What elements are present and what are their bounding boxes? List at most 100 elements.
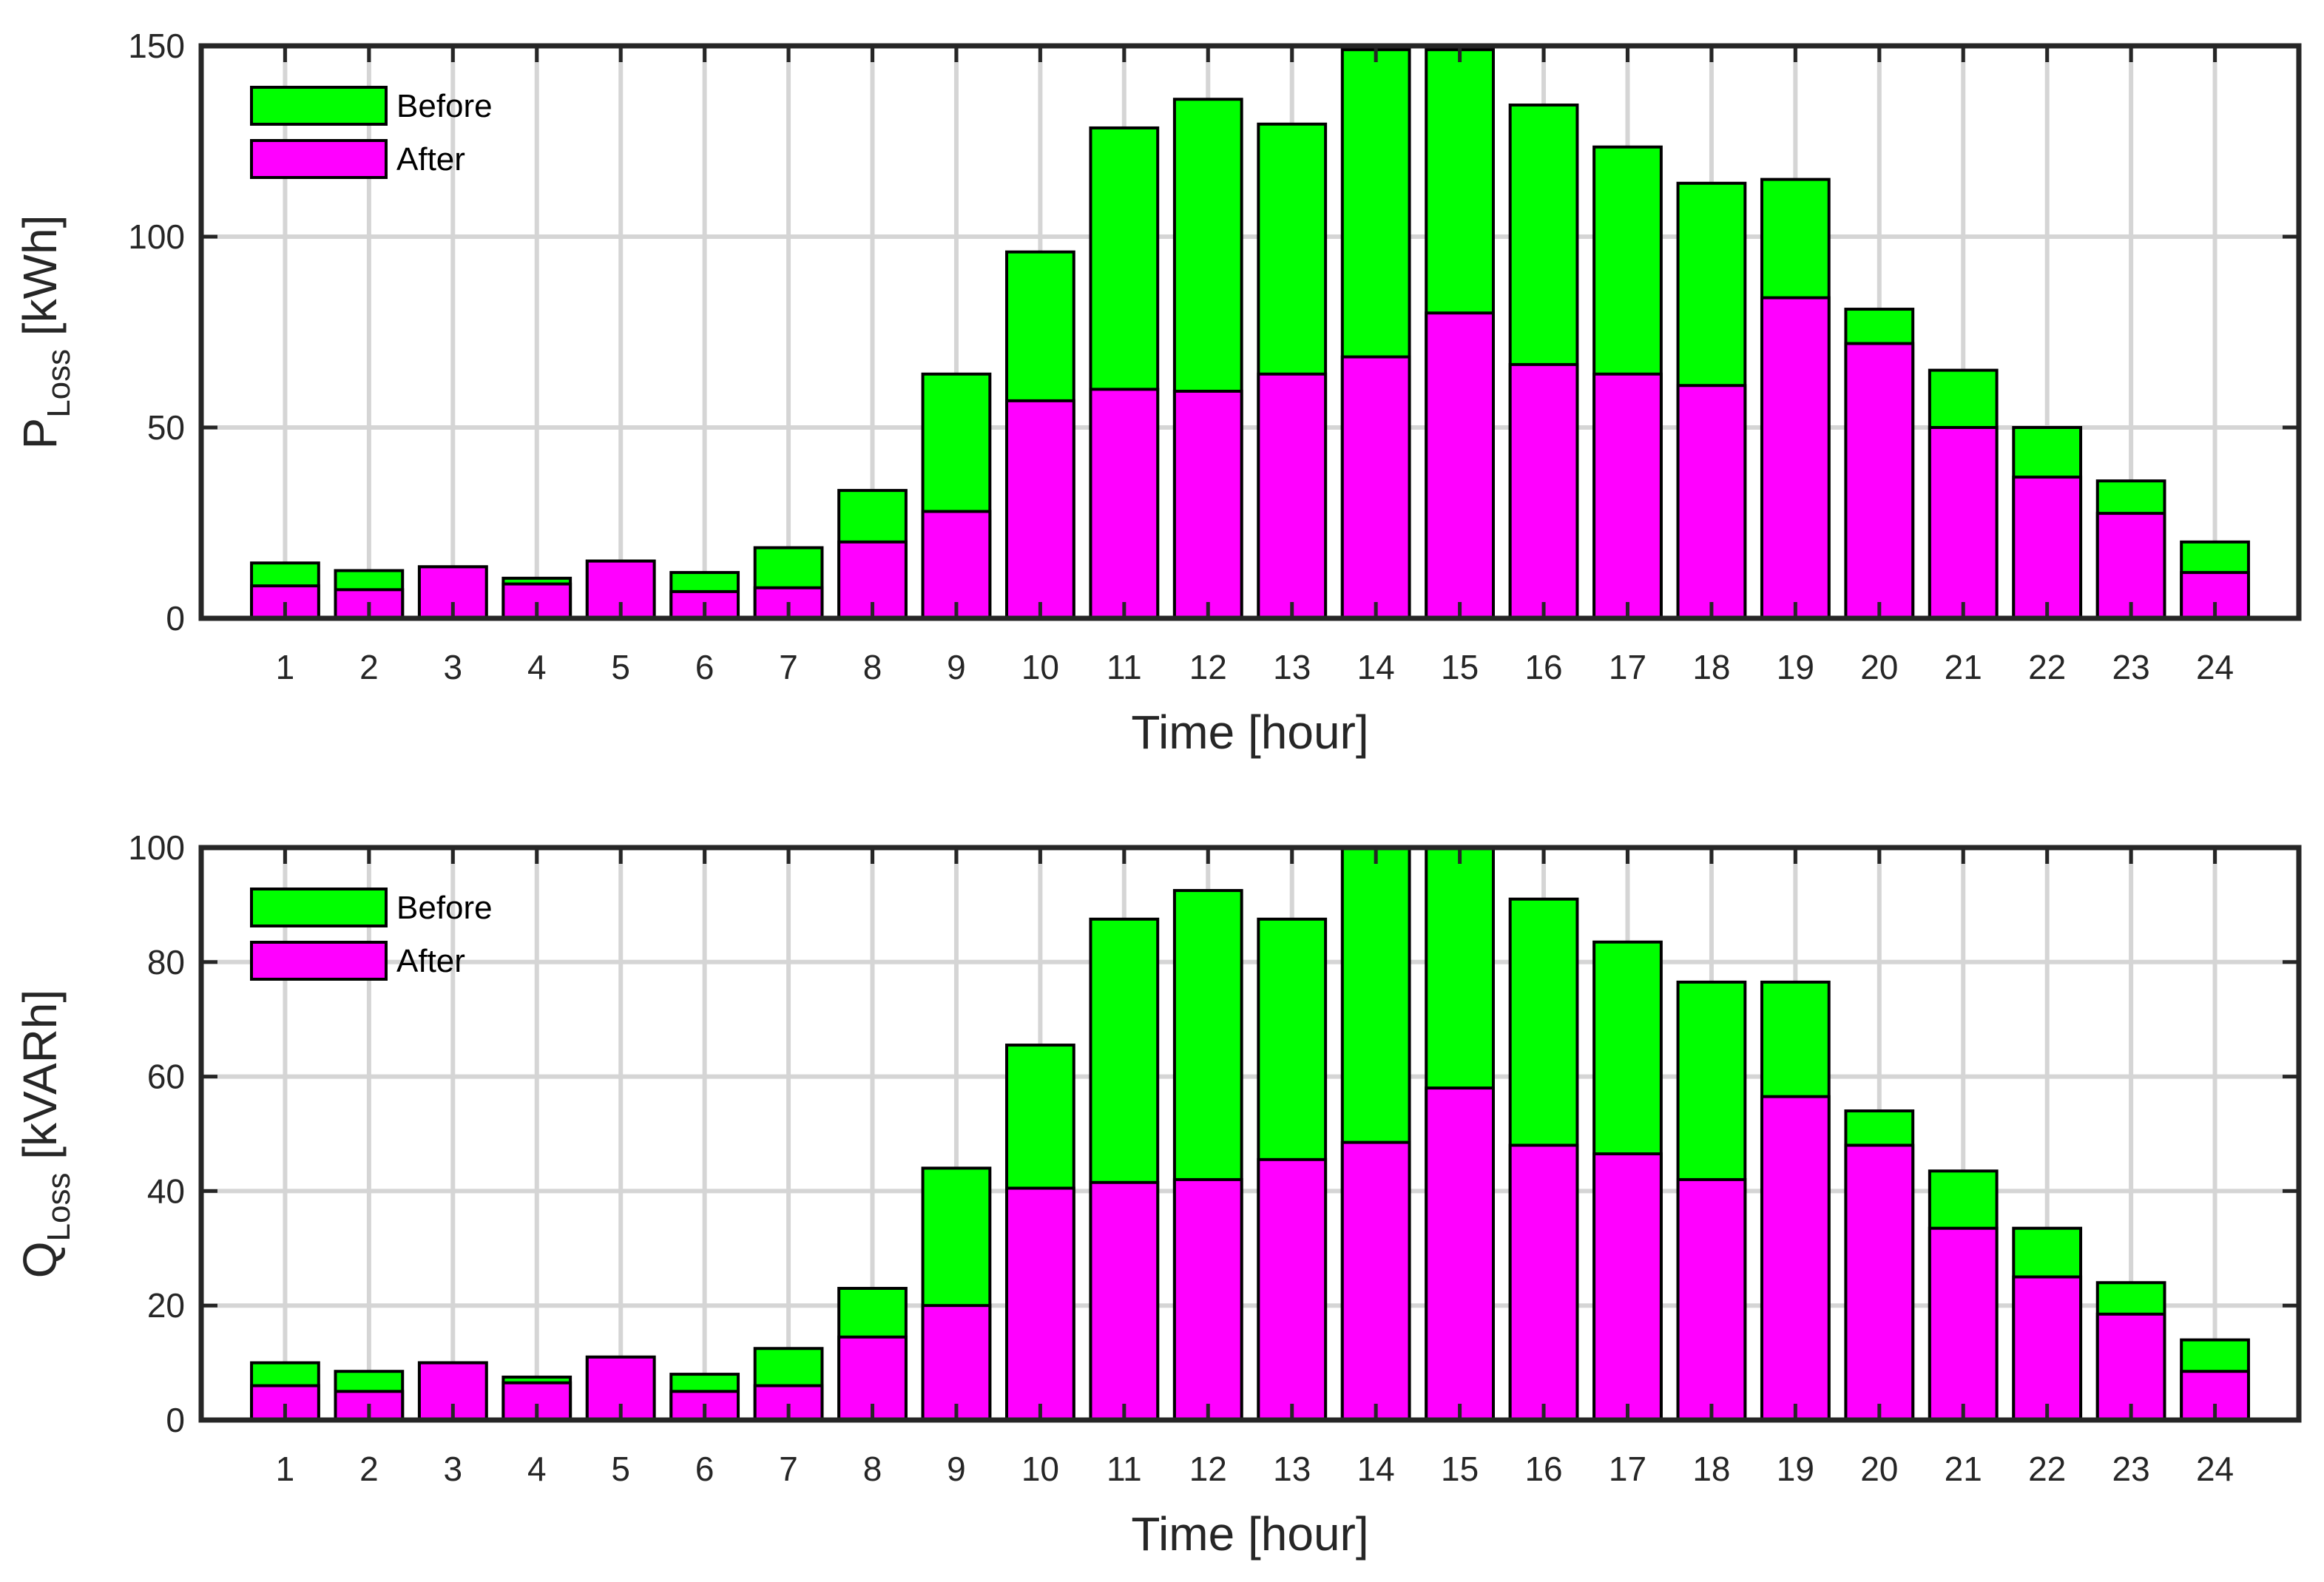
after-bar-hour-23 <box>2095 1312 2166 1422</box>
y-tick-label: 60 <box>147 1058 185 1096</box>
x-tick-label: 3 <box>444 648 463 686</box>
x-tick-label: 13 <box>1273 1450 1311 1488</box>
legend: Before After <box>250 86 493 179</box>
x-tick-label: 21 <box>1945 1450 1982 1488</box>
after-bar-hour-15 <box>1425 311 1495 620</box>
after-bar-hour-19 <box>1760 1095 1831 1422</box>
x-axis: 1 2 3 4 5 6 7 8 9 10 11 12 13 14 15 16 17 18 19 20 21 22 23 24 <box>276 46 2234 686</box>
after-bar-hour-19 <box>1760 296 1831 620</box>
series-after <box>250 296 2250 621</box>
after-bar-hour-21 <box>1928 1226 1999 1422</box>
after-bar-hour-13 <box>1257 1157 1328 1422</box>
y-tick-label: 80 <box>147 943 185 981</box>
x-tick-label: 23 <box>2112 648 2150 686</box>
after-bar-hour-14 <box>1340 1140 1411 1422</box>
x-tick-label: 17 <box>1609 648 1646 686</box>
x-tick-label: 24 <box>2196 1450 2234 1488</box>
y-axis-title: PLoss [kWh] <box>13 215 77 450</box>
x-tick-label: 5 <box>611 1450 630 1488</box>
x-tick-label: 2 <box>359 648 379 686</box>
x-tick-label: 1 <box>276 648 295 686</box>
y-axis: 0 20 40 60 80 100 <box>128 828 2299 1439</box>
legend-label-before: Before <box>396 88 493 124</box>
after-bar-hour-16 <box>1508 1143 1579 1422</box>
x-tick-label: 23 <box>2112 1450 2150 1488</box>
x-tick-label: 18 <box>1692 1450 1730 1488</box>
x-tick-label: 14 <box>1357 1450 1395 1488</box>
legend-swatch-before <box>250 86 388 126</box>
after-bar-hour-1 <box>250 1384 320 1422</box>
series-after <box>250 1086 2250 1422</box>
x-tick-label: 12 <box>1189 648 1227 686</box>
x-tick-label: 7 <box>779 648 798 686</box>
y-tick-label: 0 <box>166 599 185 638</box>
x-tick-label: 16 <box>1524 648 1562 686</box>
after-bar-hour-10 <box>1005 399 1075 620</box>
y-tick-label: 150 <box>128 27 185 65</box>
legend-swatch-before <box>250 888 388 927</box>
legend-swatch-after <box>250 941 388 981</box>
legend-label-before: Before <box>396 890 493 926</box>
x-tick-label: 22 <box>2028 648 2066 686</box>
after-bar-hour-13 <box>1257 372 1328 620</box>
x-tick-label: 8 <box>863 1450 882 1488</box>
x-axis: 1 2 3 4 5 6 7 8 9 10 11 12 13 14 15 16 17 18 19 20 21 22 23 24 <box>276 848 2234 1488</box>
x-tick-label: 15 <box>1441 1450 1479 1488</box>
y-axis-title-symbol: P <box>13 418 67 450</box>
after-bar-hour-17 <box>1592 1152 1663 1422</box>
y-axis-title-unit: [kVARh] <box>13 990 67 1173</box>
x-tick-label: 11 <box>1107 1450 1142 1488</box>
x-tick-label: 20 <box>1860 648 1898 686</box>
after-bar-hour-18 <box>1676 384 1747 620</box>
after-bar-hour-12 <box>1172 1177 1243 1422</box>
after-bar-hour-22 <box>2012 476 2083 621</box>
x-tick-label: 2 <box>359 1450 379 1488</box>
x-tick-label: 21 <box>1945 648 1982 686</box>
y-tick-label: 40 <box>147 1172 185 1210</box>
x-tick-label: 15 <box>1441 648 1479 686</box>
after-bar-hour-11 <box>1089 388 1160 621</box>
x-tick-label: 24 <box>2196 648 2234 686</box>
x-tick-label: 4 <box>527 1450 547 1488</box>
x-tick-label: 10 <box>1021 648 1059 686</box>
legend: Before After <box>250 888 493 981</box>
x-tick-label: 18 <box>1692 648 1730 686</box>
x-tick-label: 16 <box>1524 1450 1562 1488</box>
x-tick-label: 7 <box>779 1450 798 1488</box>
after-bar-hour-14 <box>1340 355 1411 620</box>
y-tick-label: 100 <box>128 828 185 867</box>
after-bar-hour-21 <box>1928 426 1999 620</box>
x-tick-label: 22 <box>2028 1450 2066 1488</box>
x-tick-label: 8 <box>863 648 882 686</box>
x-tick-label: 9 <box>947 648 966 686</box>
after-bar-hour-18 <box>1676 1177 1747 1422</box>
y-axis-title: QLoss [kVARh] <box>13 990 77 1279</box>
y-axis: 0 50 100 150 <box>128 27 2299 638</box>
after-bar-hour-9 <box>921 1304 992 1422</box>
x-tick-label: 12 <box>1189 1450 1227 1488</box>
x-tick-label: 4 <box>527 648 547 686</box>
legend-label-after: After <box>396 141 465 178</box>
x-axis-title: Time [hour] <box>1131 1507 1368 1561</box>
x-tick-label: 14 <box>1357 648 1395 686</box>
after-bar-hour-17 <box>1592 372 1663 620</box>
after-bar-hour-9 <box>921 510 992 621</box>
x-tick-label: 6 <box>695 648 715 686</box>
x-tick-label: 6 <box>695 1450 715 1488</box>
x-tick-label: 3 <box>444 1450 463 1488</box>
x-tick-label: 17 <box>1609 1450 1646 1488</box>
x-tick-label: 1 <box>276 1450 295 1488</box>
y-tick-label: 50 <box>147 408 185 447</box>
x-tick-label: 10 <box>1021 1450 1059 1488</box>
x-tick-label: 19 <box>1777 648 1814 686</box>
y-axis-title-unit: [kWh] <box>13 215 67 349</box>
y-tick-label: 20 <box>147 1286 185 1325</box>
after-bar-hour-15 <box>1425 1086 1495 1422</box>
after-bar-hour-12 <box>1172 389 1243 620</box>
x-axis-title: Time [hour] <box>1131 706 1368 759</box>
y-axis-title-symbol: Q <box>13 1241 67 1278</box>
after-bar-hour-16 <box>1508 362 1579 620</box>
x-tick-label: 13 <box>1273 648 1311 686</box>
y-axis-title-subscript: Loss <box>41 349 77 418</box>
